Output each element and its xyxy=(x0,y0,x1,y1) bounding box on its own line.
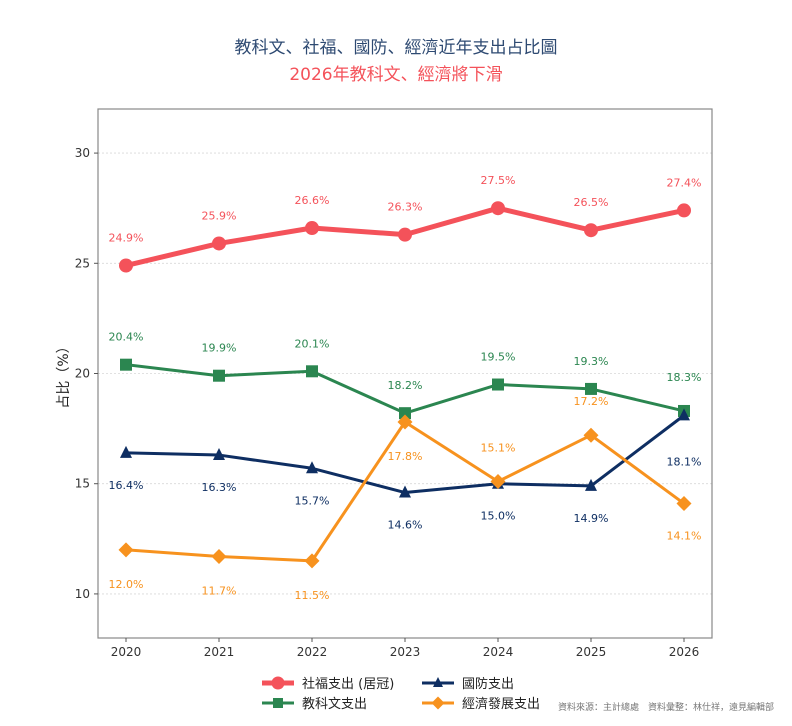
x-tick-label: 2025 xyxy=(576,645,607,659)
source-note: 資料來源：主計總處 資料彙整：林仕祥，遠見編輯部 xyxy=(558,703,775,713)
data-point xyxy=(212,236,226,251)
series-3: 12.0% 11.7% 11.5% 17.8% 15.1% 17.2% 14.1% xyxy=(109,395,702,602)
data-label: 14.9% xyxy=(574,512,609,525)
legend-label: 經濟發展支出 xyxy=(462,697,541,712)
data-label: 19.9% xyxy=(202,342,237,355)
data-label: 11.5% xyxy=(295,589,330,602)
y-axis-label: 占比（%） xyxy=(56,339,72,408)
data-label: 15.7% xyxy=(295,494,330,507)
legend-label: 教科文支出 xyxy=(302,697,368,712)
data-label: 18.2% xyxy=(388,379,423,392)
chart-title: 教科文、社福、國防、經濟近年支出占比圖 xyxy=(234,38,558,58)
y-tick-label: 10 xyxy=(75,587,90,601)
legend-item: 教科文支出 xyxy=(262,693,367,712)
data-point xyxy=(120,358,132,371)
series-group: 24.9% 25.9% 26.6% 26.3% 27.5% 26.5% 27.4% 20.4%… xyxy=(109,174,702,602)
data-label: 14.6% xyxy=(388,519,423,532)
y-tick-label: 25 xyxy=(75,256,90,270)
data-point xyxy=(676,496,692,512)
data-label: 12.0% xyxy=(109,578,144,591)
data-point xyxy=(677,203,691,218)
x-axis: 2020 2021 2022 2023 2024 2025 2026 xyxy=(111,638,700,659)
x-tick-label: 2024 xyxy=(483,645,514,659)
data-label: 11.7% xyxy=(202,584,237,597)
data-point xyxy=(490,474,506,490)
data-point xyxy=(304,553,320,569)
data-point xyxy=(397,414,413,430)
x-tick-label: 2023 xyxy=(390,645,421,659)
legend-item: 經濟發展支出 xyxy=(422,693,540,712)
data-label: 20.4% xyxy=(109,331,144,344)
data-point xyxy=(399,485,411,498)
series-2: 16.4% 16.3% 15.7% 14.6% 15.0% 14.9% 18.1% xyxy=(109,408,702,532)
data-label: 27.5% xyxy=(481,174,516,187)
data-point xyxy=(585,478,597,491)
series-1: 20.4% 19.9% 20.1% 18.2% 19.5% 19.3% 18.3% xyxy=(109,331,702,420)
data-label: 25.9% xyxy=(202,209,237,222)
data-label: 17.2% xyxy=(574,395,609,408)
data-label: 18.3% xyxy=(667,371,702,384)
data-label: 26.5% xyxy=(574,196,609,209)
y-tick-label: 30 xyxy=(75,146,90,160)
data-label: 15.0% xyxy=(481,510,516,523)
x-tick-label: 2022 xyxy=(297,645,328,659)
legend-label: 社福支出 (居冠) xyxy=(302,677,395,692)
legend: 社福支出 (居冠) 教科文支出 國防支出經濟發展支出 xyxy=(262,673,562,717)
data-label: 16.3% xyxy=(202,481,237,494)
data-point xyxy=(678,408,690,421)
y-axis: 10 15 20 25 30 xyxy=(75,146,98,601)
data-point xyxy=(584,223,598,238)
data-point xyxy=(399,407,411,420)
chart-subtitle: 2026年教科文、經濟將下滑 xyxy=(289,65,503,85)
legend-label: 國防支出 xyxy=(462,677,515,692)
data-point xyxy=(306,365,318,378)
data-label: 19.3% xyxy=(574,355,609,368)
data-label: 26.3% xyxy=(388,201,423,214)
x-tick-label: 2021 xyxy=(204,645,235,659)
data-point xyxy=(120,445,132,458)
data-point xyxy=(211,548,227,564)
data-label: 17.8% xyxy=(388,450,423,463)
data-point xyxy=(213,369,225,382)
legend-swatch-icon xyxy=(422,696,454,709)
data-point xyxy=(118,542,134,558)
data-point xyxy=(305,221,319,236)
y-tick-label: 15 xyxy=(75,477,90,491)
x-tick-label: 2020 xyxy=(111,645,142,659)
data-label: 20.1% xyxy=(295,337,330,350)
data-label: 24.9% xyxy=(109,231,144,244)
data-label: 27.4% xyxy=(667,176,702,189)
data-label: 18.1% xyxy=(667,455,702,468)
data-point xyxy=(398,227,412,242)
y-tick-label: 20 xyxy=(75,367,90,381)
data-label: 26.6% xyxy=(295,194,330,207)
data-label: 16.4% xyxy=(109,479,144,492)
series-0: 24.9% 25.9% 26.6% 26.3% 27.5% 26.5% 27.4% xyxy=(109,174,702,273)
legend-swatch-icon xyxy=(422,676,454,687)
data-label: 14.1% xyxy=(667,530,702,543)
legend-item: 社福支出 (居冠) xyxy=(262,673,394,692)
legend-item: 國防支出 xyxy=(422,673,514,692)
data-point xyxy=(492,378,504,391)
legend-swatch-icon xyxy=(262,676,294,689)
data-point xyxy=(583,427,599,443)
data-label: 15.1% xyxy=(481,442,516,455)
data-point xyxy=(491,201,505,216)
data-point xyxy=(119,258,133,273)
legend-swatch-icon xyxy=(262,697,294,708)
data-point xyxy=(213,448,225,461)
data-point xyxy=(306,461,318,474)
x-tick-label: 2026 xyxy=(669,645,700,659)
data-point xyxy=(585,382,597,395)
data-label: 19.5% xyxy=(481,351,516,364)
